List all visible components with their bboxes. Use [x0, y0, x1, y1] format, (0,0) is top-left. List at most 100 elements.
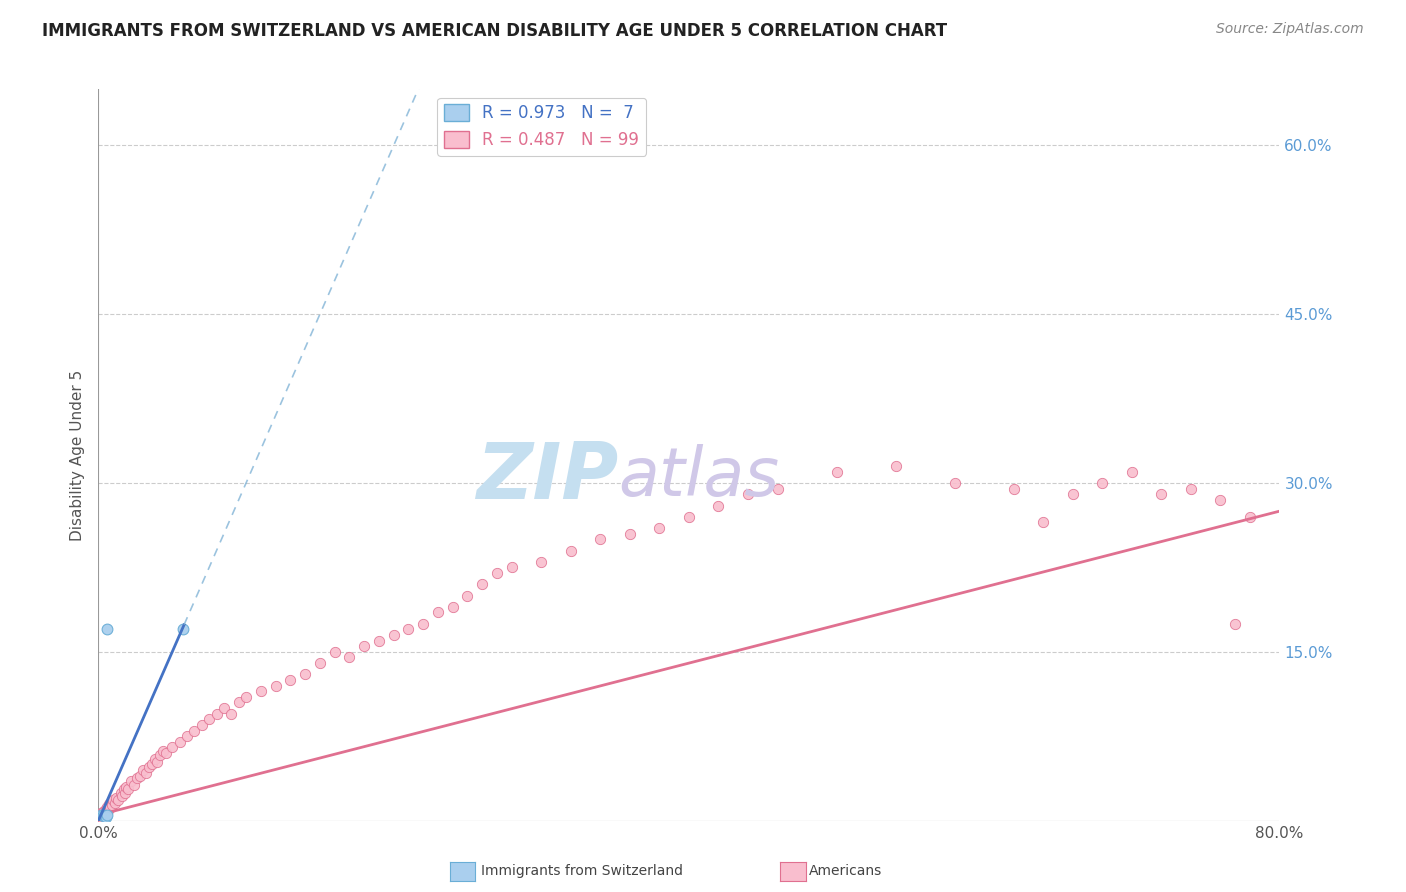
Point: [93, 806, 115, 821]
Point: [250, 684, 273, 698]
Point: [1062, 487, 1084, 501]
Y-axis label: Disability Age Under 5: Disability Age Under 5: [70, 369, 86, 541]
Point: [1150, 487, 1173, 501]
Point: [105, 791, 128, 805]
Point: [486, 566, 509, 580]
Point: [90, 806, 112, 821]
Point: [589, 533, 612, 547]
Point: [456, 589, 478, 603]
Point: [120, 774, 142, 789]
Point: [825, 465, 848, 479]
Point: [98, 800, 121, 814]
Text: Americans: Americans: [808, 864, 882, 879]
Point: [1209, 492, 1232, 507]
Point: [382, 628, 405, 642]
Point: [309, 656, 332, 670]
Point: [91, 805, 114, 820]
Point: [205, 706, 228, 721]
Point: [97, 802, 120, 816]
Point: [96, 808, 118, 822]
Point: [90, 810, 112, 824]
Point: [471, 577, 494, 591]
Point: [93, 804, 115, 818]
Point: [176, 729, 198, 743]
Point: [90, 808, 112, 822]
Point: [114, 785, 136, 799]
Point: [90, 809, 112, 823]
Text: ZIP: ZIP: [475, 439, 619, 515]
Text: IMMIGRANTS FROM SWITZERLAND VS AMERICAN DISABILITY AGE UNDER 5 CORRELATION CHART: IMMIGRANTS FROM SWITZERLAND VS AMERICAN …: [42, 22, 948, 40]
Point: [1091, 476, 1114, 491]
Point: [143, 752, 166, 766]
Point: [278, 673, 302, 687]
Point: [146, 755, 169, 769]
Point: [1032, 516, 1054, 530]
Point: [648, 521, 671, 535]
Point: [198, 712, 221, 726]
Point: [323, 645, 346, 659]
Point: [100, 797, 122, 812]
Point: [90, 808, 112, 822]
Point: [1121, 465, 1143, 479]
Point: [766, 482, 789, 496]
Text: atlas: atlas: [619, 444, 779, 510]
Point: [368, 633, 391, 648]
Point: [353, 639, 375, 653]
Point: [132, 763, 155, 777]
Point: [412, 616, 434, 631]
Point: [264, 679, 287, 693]
Point: [89, 809, 111, 823]
Point: [103, 793, 125, 807]
Point: [89, 810, 111, 824]
Point: [884, 459, 907, 474]
Point: [89, 806, 111, 821]
Text: Immigrants from Switzerland: Immigrants from Switzerland: [481, 864, 683, 879]
Point: [183, 723, 205, 738]
Point: [678, 509, 700, 524]
Point: [235, 690, 257, 704]
Point: [1002, 482, 1025, 496]
Point: [96, 800, 118, 814]
Point: [1223, 616, 1246, 631]
Point: [117, 782, 139, 797]
Point: [1180, 482, 1202, 496]
Point: [104, 796, 127, 810]
Point: [94, 802, 117, 816]
Point: [97, 797, 120, 811]
Point: [294, 667, 316, 681]
Point: [96, 805, 118, 819]
Point: [90, 805, 112, 820]
Point: [396, 623, 419, 637]
Point: [115, 780, 138, 794]
Point: [128, 769, 150, 783]
Point: [169, 735, 191, 749]
Point: [107, 793, 129, 807]
Point: [427, 606, 450, 620]
Point: [149, 748, 172, 763]
Point: [501, 560, 523, 574]
Point: [93, 808, 115, 822]
Point: [219, 706, 242, 721]
Point: [91, 808, 114, 822]
Point: [138, 759, 160, 773]
Point: [162, 740, 183, 755]
Point: [737, 487, 759, 501]
Point: [155, 746, 177, 760]
Point: [122, 778, 145, 792]
Point: [135, 766, 157, 780]
Point: [172, 623, 194, 637]
Point: [707, 499, 730, 513]
Point: [619, 526, 641, 541]
Point: [93, 809, 115, 823]
Point: [530, 555, 553, 569]
Point: [94, 806, 117, 821]
Point: [94, 805, 117, 819]
Point: [441, 599, 464, 614]
Point: [111, 789, 134, 803]
Point: [141, 757, 163, 772]
Point: [91, 808, 114, 822]
Point: [125, 771, 148, 785]
Point: [112, 782, 135, 797]
Point: [560, 543, 582, 558]
Legend: R = 0.973   N =  7, R = 0.487   N = 99: R = 0.973 N = 7, R = 0.487 N = 99: [437, 97, 645, 155]
